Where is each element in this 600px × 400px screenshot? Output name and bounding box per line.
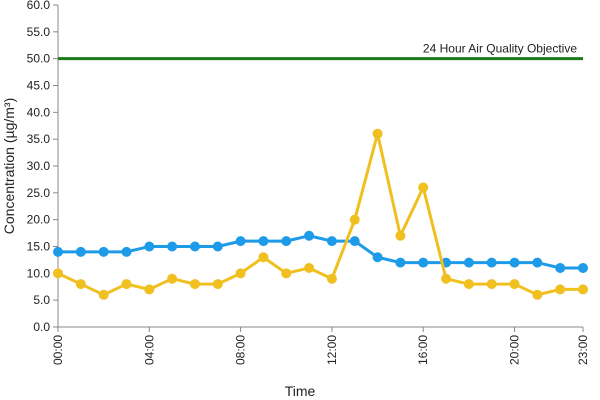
data-point <box>167 273 178 284</box>
data-point <box>418 257 429 268</box>
y-tick-label: 25.0 <box>27 186 51 200</box>
data-point <box>486 279 497 290</box>
y-tick-label: 35.0 <box>27 132 51 146</box>
data-point <box>75 279 86 290</box>
data-point <box>304 230 315 241</box>
data-point <box>212 279 223 290</box>
data-point <box>235 268 246 279</box>
y-axis-label: Concentration (µg/m³) <box>1 98 17 234</box>
y-tick-label: 45.0 <box>27 79 51 93</box>
data-point <box>395 230 406 241</box>
y-tick-label: 15.0 <box>27 240 51 254</box>
data-point <box>578 262 588 273</box>
x-axis-label: Time <box>285 383 316 399</box>
y-tick-label: 40.0 <box>27 105 51 119</box>
data-point <box>98 289 109 300</box>
x-tick-label: 20:00 <box>508 335 522 365</box>
data-point <box>463 279 474 290</box>
x-tick-label: 00:00 <box>51 335 65 365</box>
data-point <box>349 214 360 225</box>
data-point <box>555 262 566 273</box>
y-tick-label: 55.0 <box>27 25 51 39</box>
data-point <box>326 273 337 284</box>
x-tick-label: 08:00 <box>234 335 248 365</box>
y-tick-label: 10.0 <box>27 266 51 280</box>
x-tick-label: 04:00 <box>142 335 156 365</box>
data-point <box>555 284 566 295</box>
y-tick-label: 50.0 <box>27 52 51 66</box>
data-point <box>463 257 474 268</box>
data-point <box>372 128 383 139</box>
data-point <box>372 252 383 263</box>
data-point <box>281 268 292 279</box>
data-point <box>75 246 86 257</box>
data-point <box>258 236 269 247</box>
data-point <box>578 284 588 295</box>
data-point <box>258 252 269 263</box>
x-tick-label: 23:00 <box>576 335 590 365</box>
data-point <box>326 236 337 247</box>
series-line <box>58 234 583 270</box>
x-tick-label: 12:00 <box>325 335 339 365</box>
y-tick-label: 30.0 <box>27 159 51 173</box>
data-point <box>304 262 315 273</box>
data-point <box>121 246 132 257</box>
data-point <box>349 236 360 247</box>
data-point <box>189 279 200 290</box>
data-point <box>144 284 155 295</box>
series-line <box>57 133 583 297</box>
y-tick-label: 60.0 <box>27 0 51 12</box>
data-point <box>189 241 200 252</box>
y-tick-label: 20.0 <box>27 213 51 227</box>
data-point <box>144 241 155 252</box>
reference-label: 24 Hour Air Quality Objective <box>423 42 577 56</box>
data-point <box>509 257 520 268</box>
y-tick-label: 0.0 <box>33 320 50 334</box>
data-point <box>53 268 63 279</box>
data-point <box>418 182 429 193</box>
data-point <box>235 236 246 247</box>
data-point <box>532 289 543 300</box>
data-point <box>532 257 543 268</box>
y-tick-label: 5.0 <box>33 293 50 307</box>
data-point <box>486 257 497 268</box>
data-point <box>395 257 406 268</box>
data-point <box>441 273 452 284</box>
data-point <box>212 241 223 252</box>
data-point <box>121 279 132 290</box>
data-point <box>53 246 63 257</box>
x-tick-label: 16:00 <box>416 335 430 365</box>
data-point <box>98 246 109 257</box>
data-point <box>167 241 178 252</box>
data-point <box>509 279 520 290</box>
data-point <box>281 236 292 247</box>
